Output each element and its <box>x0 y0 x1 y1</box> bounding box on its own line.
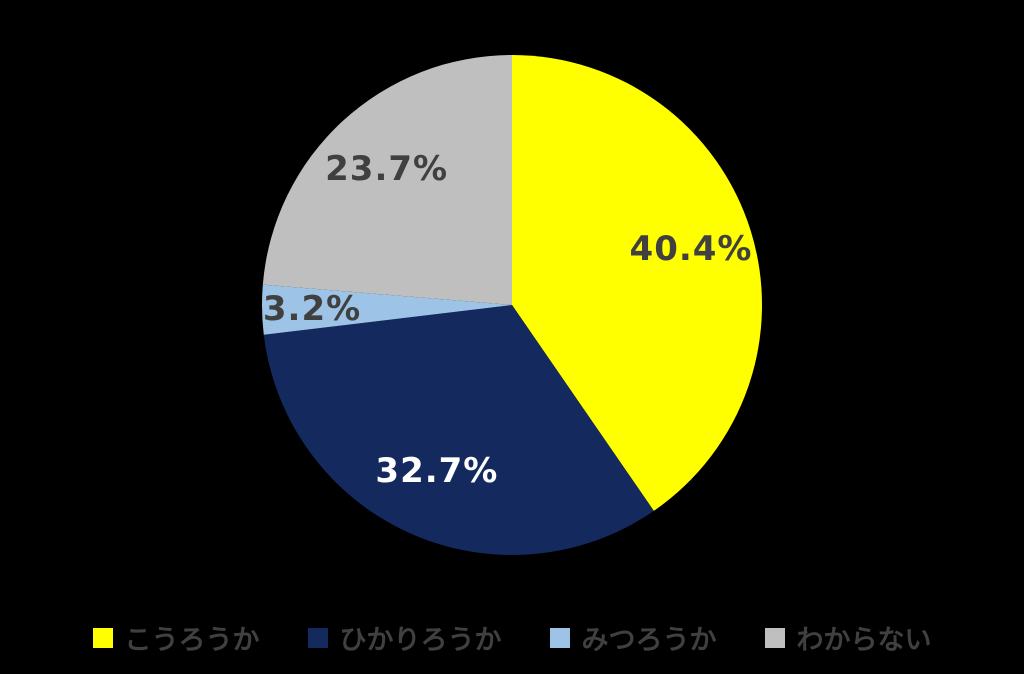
legend-label: ひかりろうか <box>339 625 502 656</box>
slice-data-label-3: 23.7% <box>325 148 449 189</box>
legend-swatch-icon <box>764 627 785 648</box>
legend-swatch-icon <box>549 627 570 648</box>
pie-slice-2 <box>261 284 512 335</box>
legend-item-1: ひかりろうか <box>307 618 502 657</box>
pie-slice-0 <box>512 55 762 511</box>
legend-label: みつろうか <box>581 625 717 656</box>
slice-data-label-0: 40.4% <box>629 229 753 270</box>
slice-data-label-2: 3.2% <box>262 288 362 329</box>
slice-data-label-1: 32.7% <box>375 451 499 492</box>
legend: こうろうか ひかりろうか みつろうか わからない <box>0 618 1024 657</box>
legend-item-2: みつろうか <box>549 618 717 657</box>
legend-label: わからない <box>796 625 932 656</box>
legend-swatch-icon <box>92 627 113 648</box>
legend-item-0: こうろうか <box>92 618 260 657</box>
pie-slice-3 <box>262 55 512 305</box>
pie-slice-1 <box>263 305 654 555</box>
legend-label: こうろうか <box>124 625 260 656</box>
legend-item-3: わからない <box>764 618 932 657</box>
legend-swatch-icon <box>307 627 328 648</box>
